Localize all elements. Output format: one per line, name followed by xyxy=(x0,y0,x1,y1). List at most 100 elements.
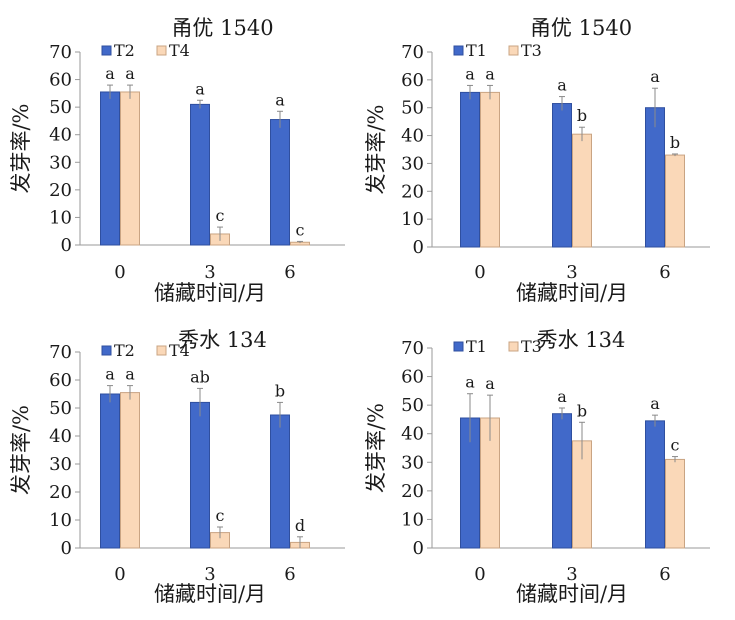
x-tick-label: 3 xyxy=(566,564,577,585)
significance-label: a xyxy=(125,365,135,384)
chart-panel-1: 甬优 1540 0 10 20 30 40 50 60 70 发芽率/% 0 3 6 储藏时间/月 T2 T4… xyxy=(9,16,345,305)
y-tick-label: 30 xyxy=(49,454,72,475)
legend-label: T2 xyxy=(114,341,135,360)
significance-label: a xyxy=(557,387,567,406)
bar-t2-6 xyxy=(270,414,290,549)
chart-panel-2: 甬优 1540 0 10 20 30 40 50 60 70 发芽率/% 0 3 6 储藏时间/月 T1 T3… xyxy=(364,16,710,305)
bar-t1-6 xyxy=(645,107,665,248)
bar-t1-6 xyxy=(645,420,665,549)
y-tick-label: 20 xyxy=(401,481,424,502)
x-tick-label: 6 xyxy=(284,262,295,283)
y-tick-label: 30 xyxy=(401,153,424,174)
legend-label: T1 xyxy=(466,337,487,356)
x-axis-label: 储藏时间/月 xyxy=(154,582,266,606)
significance-label: a xyxy=(105,365,115,384)
x-axis-label: 储藏时间/月 xyxy=(516,582,628,606)
significance-label: a xyxy=(650,394,660,413)
bar-t2-6 xyxy=(270,119,290,246)
significance-label: a xyxy=(485,64,495,83)
x-tick-label: 3 xyxy=(204,262,215,283)
y-tick-label: 50 xyxy=(401,395,424,416)
y-tick-label: 0 xyxy=(413,538,424,559)
y-tick-label: 40 xyxy=(49,125,72,146)
bar-t4-0 xyxy=(120,392,140,549)
chart-title: 秀水 134 xyxy=(537,328,626,352)
legend-label: T2 xyxy=(114,41,135,60)
legend-swatch xyxy=(101,45,112,56)
y-tick-label: 50 xyxy=(49,398,72,419)
bar-t1-3 xyxy=(552,413,572,549)
legend-swatch xyxy=(101,345,112,356)
chart-panel-4: 秀水 134 0 10 20 30 40 50 60 70 发芽率/% 0 3 6 储藏时间/月 T1 T3 a… xyxy=(364,328,710,606)
y-tick-label: 20 xyxy=(49,180,72,201)
x-tick-label: 0 xyxy=(114,262,125,283)
significance-label: a xyxy=(275,90,285,109)
legend-swatch xyxy=(508,45,519,56)
y-tick-label: 10 xyxy=(401,509,424,530)
significance-label: a xyxy=(195,79,205,98)
significance-label: d xyxy=(295,516,305,535)
significance-label: c xyxy=(216,206,225,225)
significance-label: a xyxy=(105,64,115,83)
significance-label: b xyxy=(577,401,587,420)
y-tick-label: 10 xyxy=(49,510,72,531)
significance-label: a xyxy=(465,64,475,83)
chart-title: 甬优 1540 xyxy=(171,16,273,40)
legend-swatch xyxy=(156,45,167,56)
significance-label: b xyxy=(577,106,587,125)
significance-label: a xyxy=(650,67,660,86)
significance-label: ab xyxy=(190,367,210,386)
x-tick-label: 6 xyxy=(659,262,670,283)
legend-label: T1 xyxy=(466,41,487,60)
legend-swatch xyxy=(453,341,464,352)
chart-title: 甬优 1540 xyxy=(530,16,632,40)
legend-label: T3 xyxy=(521,337,542,356)
y-tick-label: 10 xyxy=(49,207,72,228)
x-tick-label: 6 xyxy=(659,564,670,585)
legend-label: T3 xyxy=(521,41,542,60)
chart-title: 秀水 134 xyxy=(178,328,267,352)
x-tick-label: 0 xyxy=(474,564,485,585)
bar-t3-3 xyxy=(572,133,592,248)
y-tick-label: 70 xyxy=(401,338,424,359)
significance-label: c xyxy=(671,436,680,455)
y-tick-label: 60 xyxy=(401,70,424,91)
bar-t2-0 xyxy=(100,91,120,246)
significance-label: a xyxy=(485,374,495,393)
legend-label: T4 xyxy=(169,41,190,60)
x-tick-label: 3 xyxy=(204,564,215,585)
y-tick-label: 0 xyxy=(413,237,424,258)
y-tick-label: 60 xyxy=(401,367,424,388)
significance-label: a xyxy=(465,373,475,392)
y-tick-label: 20 xyxy=(401,181,424,202)
y-tick-label: 50 xyxy=(49,97,72,118)
bar-t2-0 xyxy=(100,393,120,549)
y-axis-label: 发芽率/% xyxy=(9,405,33,495)
x-axis-label: 储藏时间/月 xyxy=(516,281,628,305)
x-axis-label: 储藏时间/月 xyxy=(154,281,266,305)
y-tick-label: 0 xyxy=(61,538,72,559)
y-tick-label: 70 xyxy=(49,342,72,363)
legend-swatch xyxy=(453,45,464,56)
legend-swatch xyxy=(156,345,167,356)
y-axis-label: 发芽率/% xyxy=(9,103,33,193)
significance-label: a xyxy=(125,64,135,83)
bar-t3-6 xyxy=(665,458,685,549)
y-tick-label: 0 xyxy=(61,235,72,256)
legend-swatch xyxy=(508,341,519,352)
significance-label: a xyxy=(557,76,567,95)
significance-label: c xyxy=(216,506,225,525)
y-axis-label: 发芽率/% xyxy=(364,403,388,493)
x-tick-label: 6 xyxy=(284,564,295,585)
y-axis-label: 发芽率/% xyxy=(364,104,388,194)
y-tick-label: 30 xyxy=(49,152,72,173)
y-tick-label: 10 xyxy=(401,209,424,230)
bar-t3-6 xyxy=(665,154,685,248)
x-tick-label: 3 xyxy=(566,262,577,283)
bar-t3-0 xyxy=(480,91,500,248)
significance-label: b xyxy=(670,133,680,152)
y-tick-label: 30 xyxy=(401,452,424,473)
x-tick-label: 0 xyxy=(114,564,125,585)
